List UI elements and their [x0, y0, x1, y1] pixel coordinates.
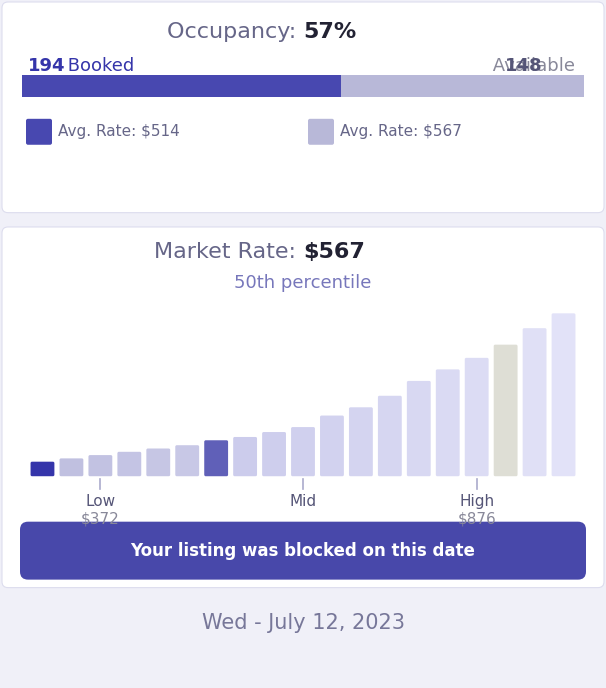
FancyBboxPatch shape [378, 396, 402, 476]
Text: Mid: Mid [290, 494, 316, 508]
FancyBboxPatch shape [204, 440, 228, 476]
Text: Booked: Booked [62, 57, 135, 75]
FancyBboxPatch shape [291, 427, 315, 476]
FancyBboxPatch shape [2, 2, 604, 213]
FancyBboxPatch shape [2, 227, 604, 588]
Text: 148: 148 [505, 57, 542, 75]
FancyBboxPatch shape [436, 369, 460, 476]
Bar [22, 75, 341, 97]
Text: $876: $876 [458, 512, 496, 527]
Text: Available: Available [487, 57, 575, 75]
Text: $567: $567 [303, 242, 365, 262]
Text: Occupancy:: Occupancy: [167, 22, 303, 42]
Text: 57%: 57% [303, 22, 356, 42]
FancyBboxPatch shape [175, 445, 199, 476]
FancyBboxPatch shape [551, 313, 576, 476]
FancyBboxPatch shape [522, 328, 547, 476]
FancyBboxPatch shape [233, 437, 257, 476]
FancyBboxPatch shape [88, 455, 112, 476]
FancyBboxPatch shape [26, 119, 52, 144]
Text: $372: $372 [81, 512, 120, 527]
Text: High: High [459, 494, 494, 508]
FancyBboxPatch shape [118, 452, 141, 476]
FancyBboxPatch shape [494, 345, 518, 476]
Bar [341, 75, 584, 97]
FancyBboxPatch shape [30, 462, 55, 476]
Text: 50th percentile: 50th percentile [235, 274, 371, 292]
FancyBboxPatch shape [465, 358, 488, 476]
Text: Market Rate:: Market Rate: [154, 242, 303, 262]
FancyBboxPatch shape [320, 416, 344, 476]
Text: Avg. Rate: $567: Avg. Rate: $567 [340, 125, 462, 139]
Text: 194: 194 [28, 57, 65, 75]
FancyBboxPatch shape [146, 449, 170, 476]
Text: Avg. Rate: $514: Avg. Rate: $514 [58, 125, 180, 139]
FancyBboxPatch shape [349, 407, 373, 476]
FancyBboxPatch shape [308, 119, 334, 144]
Text: Low: Low [85, 494, 115, 508]
FancyBboxPatch shape [407, 381, 431, 476]
Text: Your listing was blocked on this date: Your listing was blocked on this date [130, 541, 476, 559]
FancyBboxPatch shape [20, 522, 586, 579]
FancyBboxPatch shape [262, 432, 286, 476]
Text: Wed - July 12, 2023: Wed - July 12, 2023 [202, 613, 404, 633]
FancyBboxPatch shape [59, 458, 84, 476]
